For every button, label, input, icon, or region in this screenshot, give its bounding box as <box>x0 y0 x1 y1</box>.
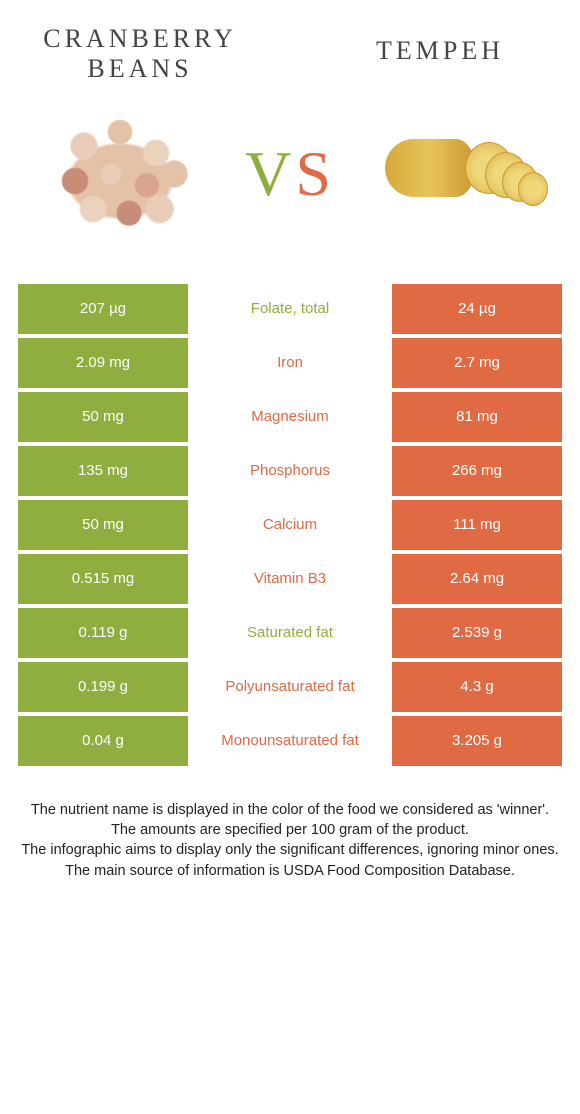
nutrient-label: Phosphorus <box>188 446 392 496</box>
footer-line: The main source of information is USDA F… <box>20 861 560 881</box>
vs-s: S <box>295 138 335 209</box>
table-row: 0.04 gMonounsaturated fat3.205 g <box>18 716 562 766</box>
footer-line: The infographic aims to display only the… <box>20 840 560 860</box>
value-right: 4.3 g <box>392 662 562 712</box>
value-left: 50 mg <box>18 392 188 442</box>
value-right: 111 mg <box>392 500 562 550</box>
value-left: 135 mg <box>18 446 188 496</box>
value-right: 24 µg <box>392 284 562 334</box>
table-row: 207 µgFolate, total24 µg <box>18 284 562 334</box>
value-right: 266 mg <box>392 446 562 496</box>
tempeh-image <box>370 104 550 244</box>
table-row: 50 mgCalcium111 mg <box>18 500 562 550</box>
nutrient-label: Vitamin B3 <box>188 554 392 604</box>
table-row: 0.515 mgVitamin B32.64 mg <box>18 554 562 604</box>
table-row: 0.119 gSaturated fat2.539 g <box>18 608 562 658</box>
footer-line: The nutrient name is displayed in the co… <box>20 800 560 820</box>
value-left: 207 µg <box>18 284 188 334</box>
value-right: 2.7 mg <box>392 338 562 388</box>
value-left: 0.119 g <box>18 608 188 658</box>
nutrient-label: Polyunsaturated fat <box>188 662 392 712</box>
value-left: 2.09 mg <box>18 338 188 388</box>
table-row: 50 mgMagnesium81 mg <box>18 392 562 442</box>
nutrient-label: Folate, total <box>188 284 392 334</box>
header: CRANBERRY BEANS TEMPEH <box>0 0 580 94</box>
footer-line: The amounts are specified per 100 gram o… <box>20 820 560 840</box>
nutrient-label: Calcium <box>188 500 392 550</box>
value-left: 0.199 g <box>18 662 188 712</box>
vs-row: VS <box>0 94 580 284</box>
nutrient-label: Iron <box>188 338 392 388</box>
title-left-line1: CRANBERRY <box>43 24 237 53</box>
value-left: 0.515 mg <box>18 554 188 604</box>
value-right: 81 mg <box>392 392 562 442</box>
value-left: 50 mg <box>18 500 188 550</box>
nutrient-label: Monounsaturated fat <box>188 716 392 766</box>
table-row: 135 mgPhosphorus266 mg <box>18 446 562 496</box>
food-title-right: TEMPEH <box>340 24 540 84</box>
vs-v: V <box>245 138 295 209</box>
title-left-line2: BEANS <box>87 54 192 83</box>
footer-notes: The nutrient name is displayed in the co… <box>0 770 580 881</box>
value-right: 3.205 g <box>392 716 562 766</box>
vs-label: VS <box>245 137 335 211</box>
nutrient-label: Magnesium <box>188 392 392 442</box>
value-right: 2.64 mg <box>392 554 562 604</box>
table-row: 2.09 mgIron2.7 mg <box>18 338 562 388</box>
value-left: 0.04 g <box>18 716 188 766</box>
value-right: 2.539 g <box>392 608 562 658</box>
comparison-table: 207 µgFolate, total24 µg2.09 mgIron2.7 m… <box>0 284 580 766</box>
cranberry-beans-image <box>30 104 210 244</box>
nutrient-label: Saturated fat <box>188 608 392 658</box>
food-title-left: CRANBERRY BEANS <box>40 24 240 84</box>
table-row: 0.199 gPolyunsaturated fat4.3 g <box>18 662 562 712</box>
